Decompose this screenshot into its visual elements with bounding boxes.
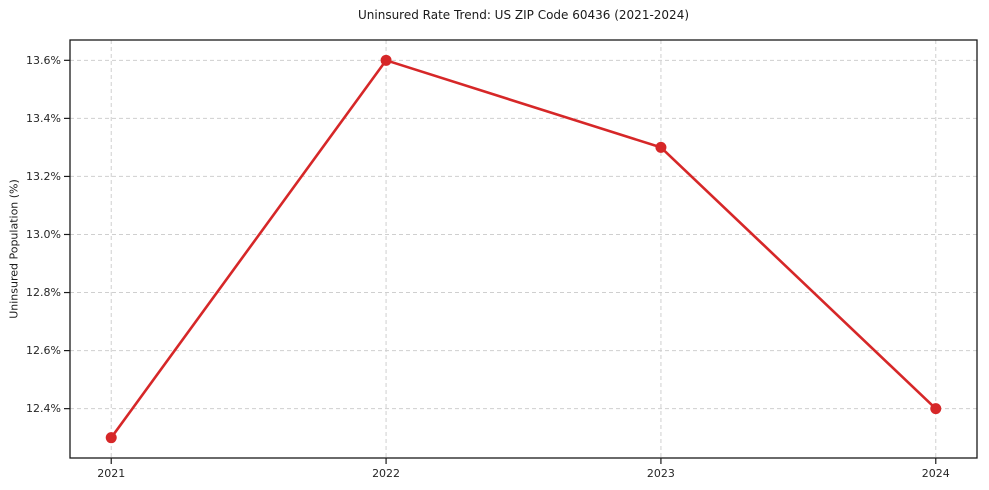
data-point-marker <box>105 432 117 444</box>
y-tick-label: 12.6% <box>26 344 61 357</box>
data-point-marker <box>930 403 942 415</box>
trend-line <box>109 59 938 439</box>
axis-ticks-layer <box>64 59 937 464</box>
chart-title: Uninsured Rate Trend: US ZIP Code 60436 … <box>357 8 690 22</box>
y-axis-label: Uninsured Population (%) <box>7 179 21 319</box>
data-point-marker <box>655 141 667 153</box>
data-series-layer <box>105 54 942 444</box>
y-tick-label: 13.0% <box>26 228 61 241</box>
data-point-marker <box>380 54 392 66</box>
y-tick-label: 12.4% <box>26 402 61 415</box>
y-tick-label: 13.2% <box>26 170 61 183</box>
x-tick-label: 2024 <box>922 467 950 480</box>
x-tick-label: 2022 <box>372 467 400 480</box>
x-tick-label: 2023 <box>647 467 675 480</box>
x-tick-label: 2021 <box>97 467 125 480</box>
y-tick-label: 13.4% <box>26 112 61 125</box>
y-tick-label: 13.6% <box>26 54 61 67</box>
y-tick-label: 12.8% <box>26 286 61 299</box>
plot-border <box>69 39 978 459</box>
axis-tick-labels-layer: 12.4% 12.6% 12.8% 13.0% 13.2% 13.4% 13.6% 2021 2… <box>26 54 950 480</box>
